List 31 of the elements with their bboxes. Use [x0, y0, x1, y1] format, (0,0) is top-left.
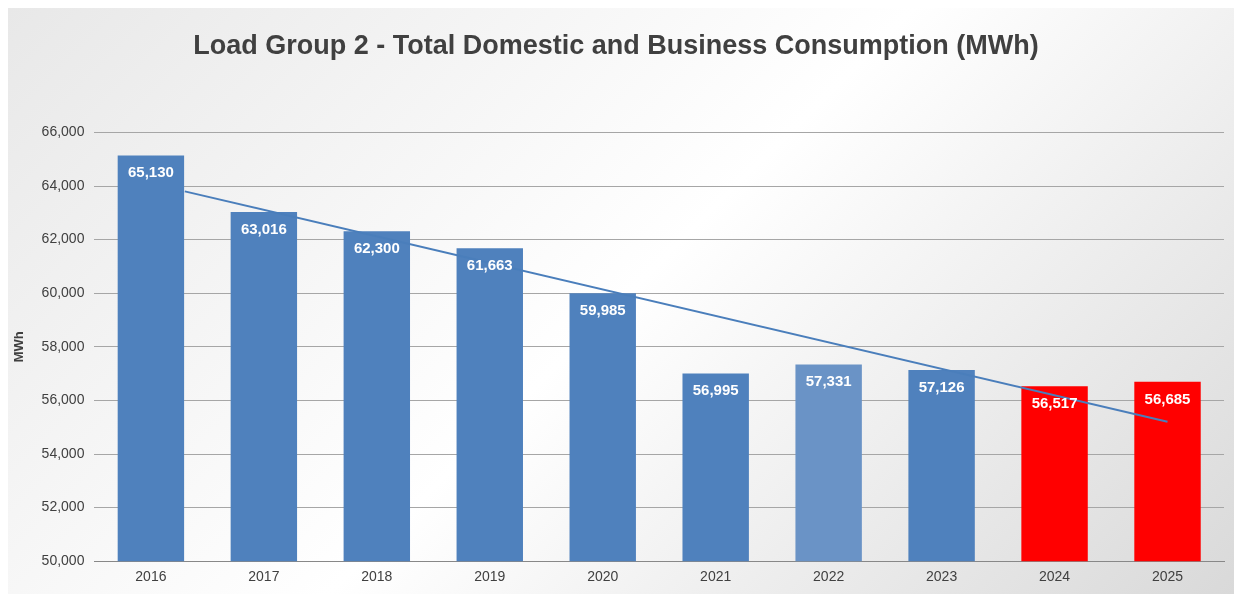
- y-tick-label: 64,000: [41, 176, 85, 193]
- x-tick-label: 2025: [1151, 568, 1184, 585]
- data-label: 57,331: [805, 372, 852, 390]
- x-tick-label: 2020: [587, 568, 619, 585]
- data-label: 56,685: [1144, 389, 1191, 407]
- y-tick-label: 54,000: [41, 444, 85, 461]
- chart-title: Load Group 2 - Total Domestic and Business Consumption (MWh): [193, 29, 1039, 60]
- y-tick-label: 60,000: [41, 284, 85, 301]
- y-tick-label: 58,000: [41, 337, 85, 354]
- x-tick-label: 2023: [926, 568, 958, 585]
- data-label: 62,300: [353, 239, 400, 257]
- data-label: 61,663: [466, 256, 513, 274]
- y-tick-label: 66,000: [41, 123, 85, 140]
- x-tick-label: 2024: [1038, 568, 1071, 585]
- x-tick-label: 2022: [813, 568, 845, 585]
- x-tick-label: 2019: [474, 568, 506, 585]
- x-tick-label: 2016: [135, 568, 167, 585]
- data-label: 65,130: [127, 163, 174, 181]
- data-label: 56,995: [692, 381, 739, 399]
- y-tick-label: 52,000: [41, 498, 85, 515]
- x-tick-label: 2018: [361, 568, 393, 585]
- data-label: 56,517: [1031, 394, 1078, 412]
- data-label: 57,126: [918, 377, 965, 395]
- y-tick-label: 62,000: [41, 230, 85, 247]
- y-axis-title: MWh: [11, 331, 27, 363]
- y-tick-label: 56,000: [41, 391, 85, 408]
- data-label: 63,016: [240, 220, 287, 238]
- x-tick-label: 2021: [700, 568, 732, 585]
- y-tick-label: 50,000: [41, 552, 85, 569]
- x-tick-label: 2017: [248, 568, 280, 585]
- data-label: 59,985: [579, 301, 626, 319]
